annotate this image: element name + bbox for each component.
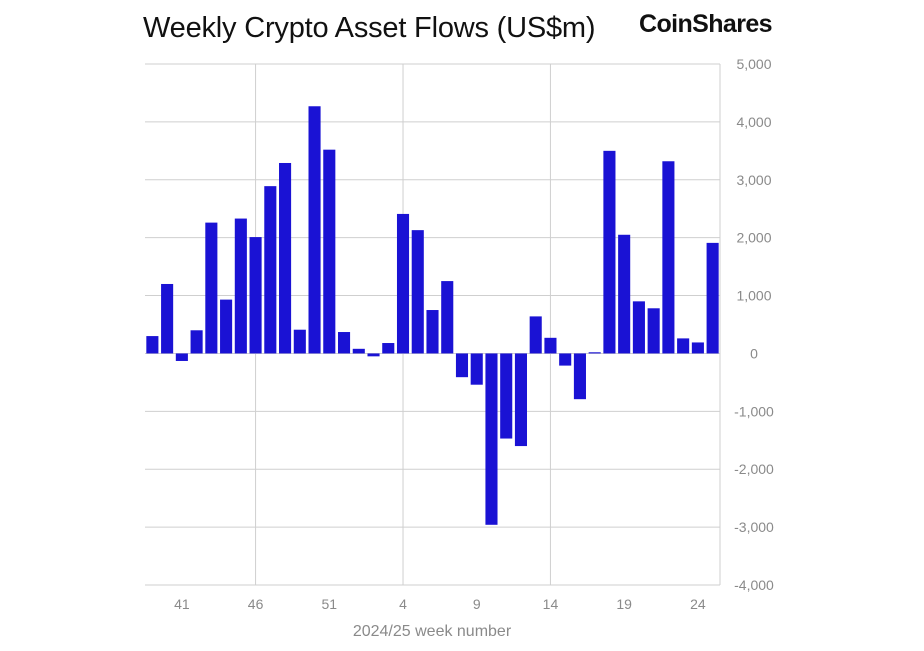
- y-tick-label: 4,000: [736, 114, 771, 130]
- bar: [470, 353, 483, 385]
- y-tick-label: 5,000: [736, 56, 771, 72]
- bar: [323, 149, 336, 354]
- x-axis-ticks: 41 46 51 4 9 14 19 24: [174, 596, 706, 612]
- bar: [396, 213, 410, 354]
- bar: [677, 338, 690, 354]
- y-tick-label: -4,000: [734, 577, 774, 593]
- bar: [279, 162, 292, 354]
- bar: [544, 337, 557, 354]
- x-tick-label: 46: [248, 596, 264, 612]
- bar: [220, 299, 233, 354]
- bar: [573, 353, 586, 400]
- x-tick-label: 9: [473, 596, 481, 612]
- x-tick-label: 19: [616, 596, 632, 612]
- bar: [411, 230, 424, 354]
- y-tick-label: 1,000: [736, 288, 771, 304]
- bar: [146, 336, 159, 354]
- bar: [205, 222, 218, 354]
- x-axis-title: 2024/25 week number: [353, 623, 512, 640]
- bar: [514, 353, 528, 447]
- bar: [662, 161, 675, 354]
- x-tick-label: 4: [399, 596, 407, 612]
- bar: [559, 353, 572, 366]
- x-tick-label: 24: [690, 596, 706, 612]
- bar: [485, 353, 498, 525]
- bar: [618, 234, 631, 354]
- bar: [308, 106, 321, 354]
- bar: [293, 329, 306, 354]
- bar: [337, 332, 351, 354]
- bar: [588, 352, 601, 354]
- bar: [632, 301, 645, 354]
- bar: [441, 281, 454, 354]
- y-axis-ticks: 5,000 4,000 3,000 2,000 1,000 0 -1,000 -2,000 -3…: [734, 56, 774, 593]
- bar: [249, 237, 262, 354]
- y-tick-label: -2,000: [734, 461, 774, 477]
- bar: [603, 150, 616, 354]
- bar: [529, 316, 542, 354]
- bar: [500, 353, 513, 439]
- bar: [426, 310, 439, 354]
- bar: [367, 353, 380, 357]
- bar: [190, 330, 203, 354]
- bar: [647, 308, 660, 354]
- x-tick-label: 41: [174, 596, 190, 612]
- bar: [175, 353, 188, 361]
- y-tick-label: -1,000: [734, 403, 774, 419]
- bar: [352, 348, 365, 354]
- bar: [455, 353, 469, 378]
- x-tick-label: 51: [322, 596, 338, 612]
- bar: [382, 343, 395, 354]
- x-tick-label: 14: [543, 596, 559, 612]
- y-tick-label: 2,000: [736, 230, 771, 246]
- y-tick-label: 3,000: [736, 172, 771, 188]
- bar: [691, 342, 704, 354]
- bar: [264, 186, 277, 354]
- bar: [161, 283, 174, 354]
- bars: [146, 106, 719, 525]
- coinshares-logo: CoinShares: [639, 10, 773, 38]
- y-tick-label: 0: [750, 345, 758, 361]
- bar: [706, 242, 719, 354]
- y-tick-label: -3,000: [734, 519, 774, 535]
- chart-title: Weekly Crypto Asset Flows (US$m): [143, 12, 596, 44]
- bar: [234, 218, 247, 354]
